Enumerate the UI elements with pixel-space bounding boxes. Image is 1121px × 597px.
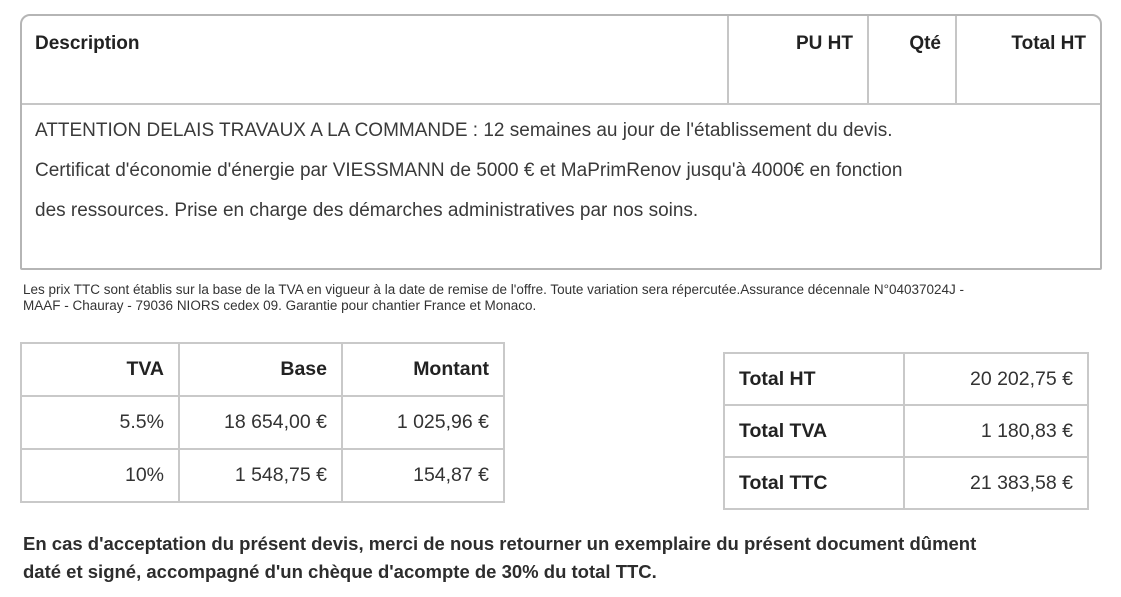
- total-tva-label: Total TVA: [723, 404, 905, 458]
- tva-header-base: Base: [178, 342, 343, 397]
- tva-base-cell: 1 548,75 €: [178, 448, 343, 503]
- tva-row: 10% 1 548,75 € 154,87 €: [20, 448, 505, 503]
- total-ht-label: Total HT: [723, 352, 905, 406]
- fine-print-line: Les prix TTC sont établis sur la base de…: [23, 282, 965, 297]
- tva-row: 5.5% 18 654,00 € 1 025,96 €: [20, 395, 505, 450]
- tva-breakdown-table: TVA Base Montant 5.5% 18 654,00 € 1 025,…: [20, 342, 505, 503]
- quote-item-description-cell: ATTENTION DELAIS TRAVAUX A LA COMMANDE :…: [22, 105, 1100, 231]
- total-ttc-value: 21 383,58 €: [903, 456, 1089, 510]
- tva-header-rate: TVA: [20, 342, 180, 397]
- tva-rate-cell: 5.5%: [20, 395, 180, 450]
- tva-base-cell: 18 654,00 €: [178, 395, 343, 450]
- col-header-qte: Qté: [867, 16, 955, 103]
- tva-montant-cell: 1 025,96 €: [341, 395, 505, 450]
- acceptance-note-line: daté et signé, accompagné d'un chèque d'…: [23, 560, 657, 582]
- total-ht-row: Total HT 20 202,75 €: [723, 352, 1089, 406]
- total-ttc-row: Total TTC 21 383,58 €: [723, 456, 1089, 510]
- total-ttc-label: Total TTC: [723, 456, 905, 510]
- description-line: ATTENTION DELAIS TRAVAUX A LA COMMANDE :…: [35, 120, 893, 141]
- quote-items-header-row: Description PU HT Qté Total HT: [22, 16, 1100, 105]
- description-line: Certificat d'économie d'énergie par VIES…: [35, 160, 903, 181]
- col-header-pu-ht: PU HT: [727, 16, 867, 103]
- tva-header-montant: Montant: [341, 342, 505, 397]
- col-header-description: Description: [35, 33, 140, 54]
- total-tva-value: 1 180,83 €: [903, 404, 1089, 458]
- acceptance-note: En cas d'acceptation du présent devis, m…: [23, 530, 1108, 585]
- totals-table: Total HT 20 202,75 € Total TVA 1 180,83 …: [723, 352, 1089, 510]
- quote-items-table: Description PU HT Qté Total HT ATTENTION…: [20, 14, 1102, 270]
- acceptance-note-line: En cas d'acceptation du présent devis, m…: [23, 533, 977, 554]
- description-line: des ressources. Prise en charge des déma…: [35, 200, 699, 221]
- legal-fine-print: Les prix TTC sont établis sur la base de…: [23, 282, 1093, 314]
- fine-print-line: MAAF - Chauray - 79036 NIORS cedex 09. G…: [23, 298, 537, 313]
- total-tva-row: Total TVA 1 180,83 €: [723, 404, 1089, 458]
- tva-header-row: TVA Base Montant: [20, 342, 505, 397]
- tva-montant-cell: 154,87 €: [341, 448, 505, 503]
- col-header-total-ht: Total HT: [955, 16, 1100, 103]
- tva-rate-cell: 10%: [20, 448, 180, 503]
- total-ht-value: 20 202,75 €: [903, 352, 1089, 406]
